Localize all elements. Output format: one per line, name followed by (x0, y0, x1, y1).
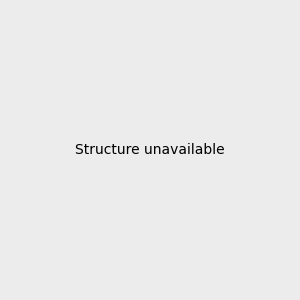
Text: Structure unavailable: Structure unavailable (75, 143, 225, 157)
